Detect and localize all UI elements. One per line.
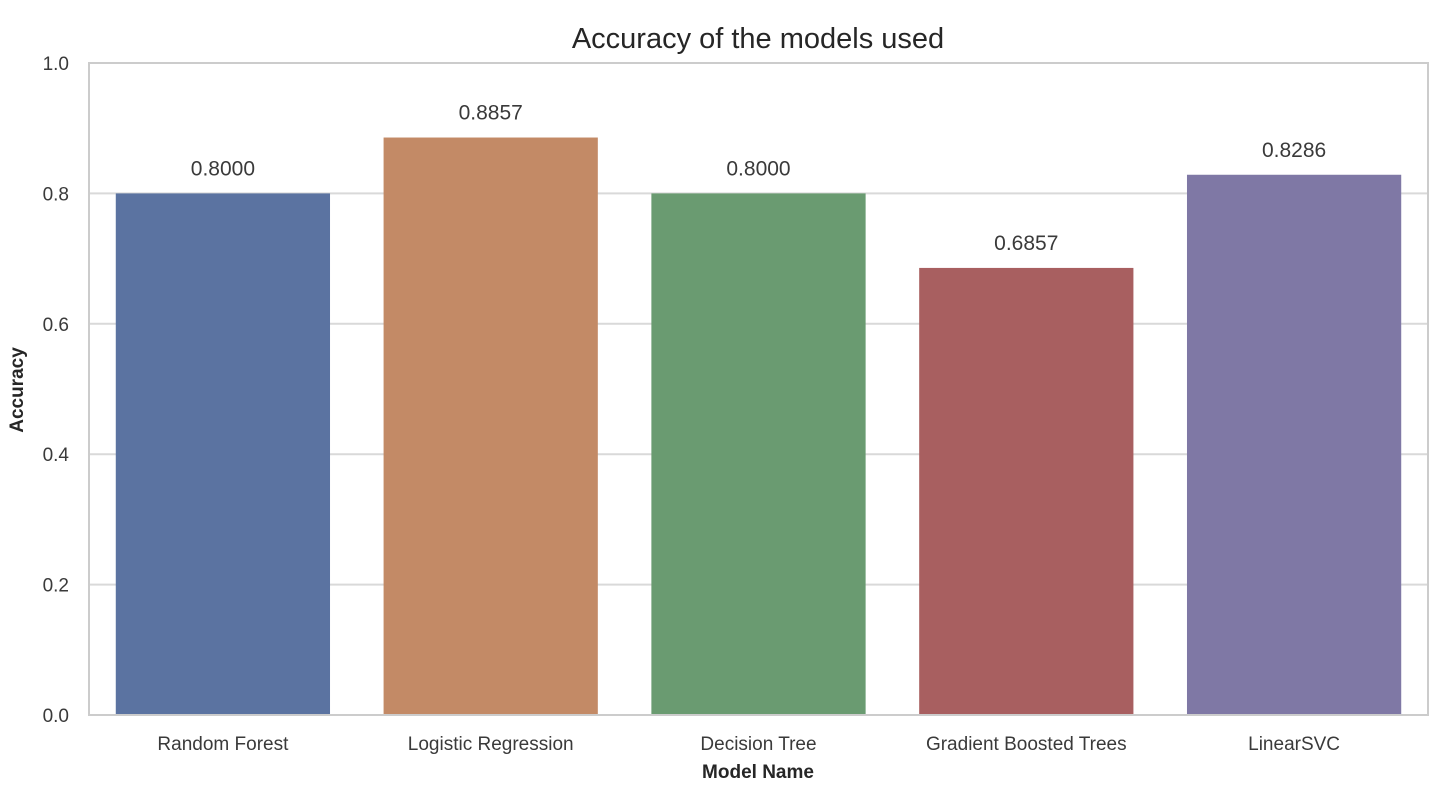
y-tick-labels: 0.0 0.2 0.4 0.6 0.8 1.0 [43,54,70,727]
y-tick-label: 0.8 [43,184,69,205]
bar-gradient-boosted-trees [919,267,1134,715]
x-tick-label: Random Forest [157,734,289,755]
y-axis-title: Accuracy [7,347,28,433]
bar-value-label: 0.8000 [191,157,255,180]
bar-logistic-regression [383,137,598,715]
y-tick-label: 0.2 [43,576,69,597]
chart-title: Accuracy of the models used [572,23,944,55]
y-tick-label: 0.0 [43,706,69,727]
bar-value-labels: 0.8000 0.8857 0.8000 0.6857 0.8286 [191,102,1326,255]
plot-frame [88,62,1429,716]
y-tick-label: 0.4 [43,445,70,466]
bar-value-label: 0.8286 [1262,139,1326,162]
x-tick-label: LinearSVC [1248,734,1340,755]
bar-value-label: 0.8000 [726,157,790,180]
y-tick-label: 0.6 [43,315,69,336]
x-tick-labels: Random Forest Logistic Regression Decision… [157,734,1340,755]
bar-random-forest [115,193,331,715]
x-tick-label: Gradient Boosted Trees [926,734,1127,755]
bar-linearsvc [1186,174,1402,715]
bar-decision-tree [651,193,866,715]
x-axis-title: Model Name [702,762,814,783]
y-tick-label: 1.0 [43,54,69,75]
x-tick-label: Decision Tree [700,734,816,755]
bars [115,137,1402,715]
bar-value-label: 0.8857 [459,102,523,125]
x-tick-label: Logistic Regression [408,734,574,755]
bar-value-label: 0.6857 [994,232,1058,255]
